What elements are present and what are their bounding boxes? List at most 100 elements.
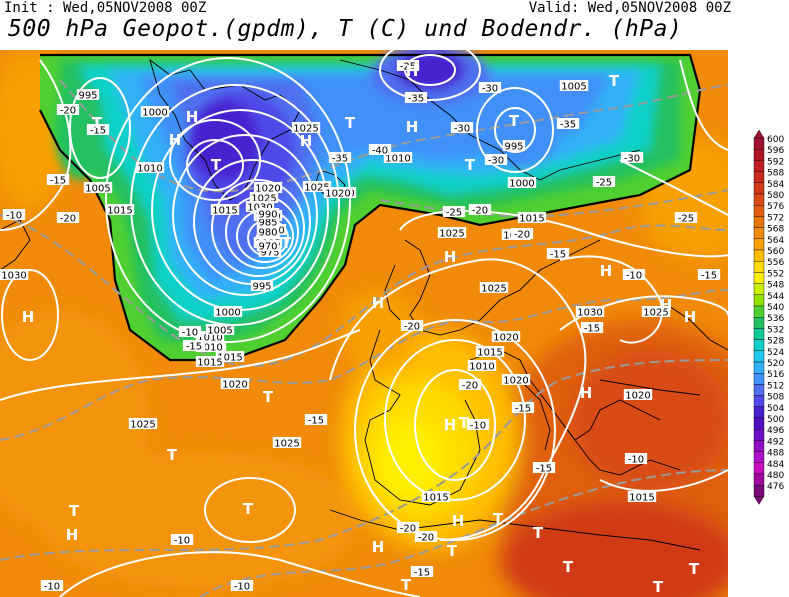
svg-text:1025: 1025 (274, 439, 299, 450)
high-pressure-marker: H (66, 526, 79, 544)
legend-swatch-516 (753, 372, 765, 385)
high-pressure-marker: H (372, 294, 385, 312)
svg-text:-30: -30 (488, 156, 504, 167)
high-pressure-marker: H (186, 108, 199, 126)
isobar-label: 1015 (105, 204, 135, 217)
isobar-label: 995 (76, 89, 100, 102)
low-pressure-marker: T (493, 510, 504, 528)
low-pressure-marker: T (447, 542, 458, 560)
temperature-label: -20 (458, 379, 482, 392)
legend-swatch-508 (753, 395, 765, 408)
svg-text:-15: -15 (584, 324, 600, 335)
svg-text:-20: -20 (514, 230, 530, 241)
isobar-label: 1025 (302, 181, 332, 194)
svg-text:995: 995 (78, 91, 97, 102)
temperature-label: -15 (511, 402, 535, 415)
svg-text:1000: 1000 (215, 308, 240, 319)
legend-label-596: 596 (767, 146, 784, 156)
temperature-label: -35 (328, 152, 352, 165)
legend-swatch-580 (753, 193, 765, 206)
legend-label-588: 588 (767, 169, 784, 179)
temperature-label: -15 (86, 124, 110, 137)
legend-swatch-568 (753, 227, 765, 239)
svg-text:-30: -30 (454, 124, 470, 135)
isobar-label: 1015 (215, 351, 245, 364)
temperature-label: -25 (396, 60, 420, 73)
high-pressure-marker: H (600, 262, 613, 280)
isobar-label: 1005 (83, 182, 113, 195)
temperature-label: -30 (478, 82, 502, 95)
legend-label-564: 564 (767, 236, 784, 246)
legend-swatch-592 (753, 160, 765, 172)
legend-label-576: 576 (767, 202, 784, 212)
legend-label-536: 536 (767, 314, 784, 324)
temperature-label: -15 (182, 340, 206, 353)
legend-swatch-556 (753, 260, 765, 273)
svg-text:1015: 1015 (212, 206, 237, 217)
svg-text:1020: 1020 (625, 391, 650, 402)
temperature-label: -10 (466, 419, 490, 432)
svg-text:-15: -15 (536, 464, 552, 475)
temperature-label: -25 (592, 176, 616, 189)
svg-text:1005: 1005 (207, 326, 232, 337)
svg-text:1005: 1005 (561, 82, 586, 93)
isobar-label: 1015 (195, 356, 225, 369)
isobar-label: 1025 (272, 437, 302, 450)
isobar-label: 1010 (383, 152, 413, 165)
svg-text:1005: 1005 (85, 184, 110, 195)
legend-swatch-484 (753, 462, 765, 475)
isobar-label: 980 (256, 226, 280, 239)
legend-label-496: 496 (767, 426, 784, 436)
svg-text:1025: 1025 (130, 420, 155, 431)
legend-swatch-500 (753, 417, 765, 430)
legend-label-560: 560 (767, 247, 784, 257)
low-pressure-marker: T (281, 234, 292, 252)
low-pressure-marker: T (533, 524, 544, 542)
weather-map: 9951000100510101015102010251030101010051… (0, 50, 728, 597)
isobar-label: 1025 (479, 282, 509, 295)
temperature-label: -20 (56, 212, 80, 225)
isobar-label: 1015 (421, 491, 451, 504)
svg-text:970: 970 (258, 242, 277, 253)
legend-label-484: 484 (767, 460, 784, 470)
svg-text:-35: -35 (332, 154, 348, 165)
svg-text:-10: -10 (626, 271, 642, 282)
svg-text:-15: -15 (515, 404, 531, 415)
temperature-label: -10 (40, 580, 64, 593)
legend-label-580: 580 (767, 191, 784, 201)
svg-text:1015: 1015 (519, 214, 544, 225)
temperature-label: -15 (580, 322, 604, 335)
legend-swatch-596 (753, 149, 765, 161)
temperature-label: -20 (414, 531, 438, 544)
svg-text:-30: -30 (482, 84, 498, 95)
high-pressure-marker: H (22, 308, 35, 326)
temperature-label: -15 (46, 174, 70, 187)
temperature-label: -15 (546, 248, 570, 261)
low-pressure-marker: T (689, 560, 700, 578)
temperature-label: -10 (230, 580, 254, 593)
legend-label-516: 516 (767, 370, 784, 380)
svg-text:-25: -25 (446, 208, 462, 219)
isobar-label: 1020 (491, 331, 521, 344)
isobar-label: 995 (250, 280, 274, 293)
temperature-label: -20 (400, 320, 424, 333)
legend-top-arrow (753, 130, 765, 139)
isobar-label: 1025 (291, 122, 321, 135)
svg-text:1010: 1010 (137, 164, 162, 175)
svg-text:-20: -20 (472, 206, 488, 217)
legend-swatch-488 (753, 451, 765, 464)
legend-label-504: 504 (767, 404, 784, 414)
isobar-label: 1010 (195, 331, 225, 344)
isobar-label: 985 (256, 216, 280, 229)
isobar-label: 990 (256, 208, 280, 221)
legend-swatch-532 (753, 328, 765, 340)
svg-text:1025: 1025 (481, 284, 506, 295)
legend-label-600: 600 (767, 135, 784, 145)
svg-text:-10: -10 (6, 211, 22, 222)
svg-text:980: 980 (258, 228, 277, 239)
temperature-label: -15 (697, 269, 721, 282)
temperature-label: -10 (624, 453, 648, 466)
high-pressure-marker: H (406, 118, 419, 136)
legend-label-476: 476 (767, 482, 784, 492)
